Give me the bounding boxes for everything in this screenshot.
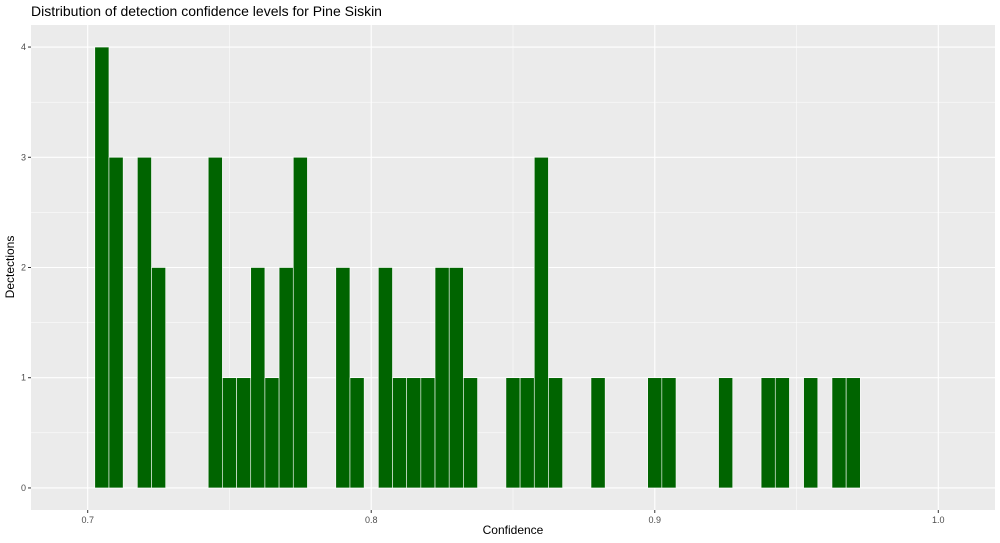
y-axis-title: Dectections <box>3 236 17 299</box>
y-tick-label: 3 <box>21 152 26 162</box>
bar <box>137 156 152 489</box>
bar <box>236 377 252 489</box>
bar <box>349 377 365 489</box>
bar <box>420 377 436 489</box>
bar <box>108 156 124 489</box>
bar <box>378 267 393 489</box>
y-tick-label: 4 <box>21 42 26 52</box>
bar <box>151 267 166 489</box>
x-tick-label: 0.8 <box>365 515 378 525</box>
bar <box>505 377 521 489</box>
bar <box>548 377 563 489</box>
bar <box>434 267 450 489</box>
bar <box>590 377 606 489</box>
bar <box>94 46 110 489</box>
y-axis: 0 1 2 3 4 <box>21 42 31 493</box>
bar <box>292 156 308 489</box>
x-axis-title: Confidence <box>483 523 544 537</box>
x-tick-label: 0.9 <box>649 515 662 525</box>
bar <box>222 377 237 489</box>
chart-title: Distribution of detection confidence lev… <box>31 3 382 19</box>
bar <box>661 377 677 489</box>
bar <box>250 267 266 489</box>
bar <box>831 377 847 489</box>
bar <box>803 377 819 489</box>
bar <box>463 377 478 489</box>
bar <box>392 377 407 489</box>
bar <box>335 267 351 489</box>
bar <box>647 377 663 489</box>
bars <box>94 46 861 489</box>
bar <box>718 377 734 489</box>
x-tick-label: 0.7 <box>81 515 94 525</box>
grid-lines <box>31 25 995 510</box>
y-tick-label: 0 <box>21 483 26 493</box>
bar <box>774 377 790 489</box>
bar <box>448 267 464 489</box>
bar <box>207 156 223 489</box>
bar <box>406 377 422 489</box>
bar <box>845 377 861 489</box>
y-tick-label: 1 <box>21 373 26 383</box>
x-tick-label: 1.0 <box>932 515 945 525</box>
y-tick-label: 2 <box>21 263 26 273</box>
bar <box>264 377 280 489</box>
x-axis: 0.7 0.8 0.9 1.0 <box>81 510 945 525</box>
bar <box>519 377 535 489</box>
bar <box>760 377 776 489</box>
bar <box>278 267 294 489</box>
bar <box>533 156 549 489</box>
